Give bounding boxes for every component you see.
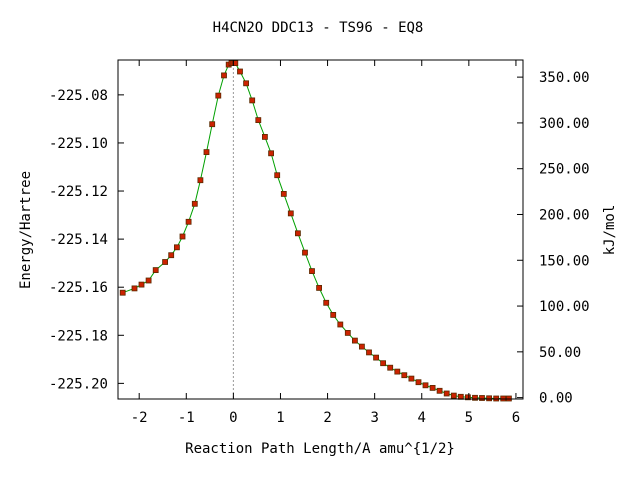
data-point (261, 133, 268, 140)
data-point (215, 92, 222, 99)
data-point (119, 289, 126, 296)
data-point (232, 60, 239, 66)
data-point (237, 68, 243, 75)
y2-tick-label: 150.00 (539, 253, 590, 269)
data-point (443, 390, 450, 397)
data-point (221, 72, 227, 79)
plot-area (119, 60, 512, 402)
data-point (191, 200, 198, 207)
data-point (380, 360, 387, 367)
x-tick-label: 4 (418, 410, 426, 426)
data-point (131, 285, 138, 292)
y2-tick-label: 350.00 (539, 70, 590, 86)
data-point (415, 379, 422, 386)
x-tick-label: -2 (131, 410, 148, 426)
energy-curve (122, 62, 509, 399)
x-tick-label: 2 (323, 410, 331, 426)
data-point (344, 329, 351, 336)
data-point (274, 172, 281, 179)
y-axis-left: -225.08 -225.10 -225.12 -225.14 -225.16 -225.… (49, 88, 124, 392)
data-point (408, 375, 415, 382)
x-tick-label: 3 (370, 410, 378, 426)
x-tick-label: -1 (178, 410, 195, 426)
y-tick-label: -225.20 (49, 376, 108, 392)
y2-tick-label: 50.00 (539, 345, 581, 361)
x-axis-title: Reaction Path Length/A amu^{1/2} (185, 441, 455, 457)
data-point (294, 230, 301, 237)
x-tick-label: 6 (512, 410, 520, 426)
data-point (302, 249, 308, 256)
data-point (185, 218, 192, 225)
data-point (464, 394, 471, 401)
data-point (422, 382, 429, 389)
data-point (330, 311, 337, 318)
data-point (387, 364, 394, 371)
y2-tick-label: 100.00 (539, 299, 590, 315)
x-tick-label: 5 (465, 410, 473, 426)
data-point (197, 177, 204, 184)
y-tick-label: -225.10 (49, 136, 108, 152)
x-tick-label: 1 (276, 410, 284, 426)
data-point (337, 321, 344, 328)
x-axis: -2 -1 0 1 2 3 4 5 6 (131, 60, 520, 426)
data-point (209, 121, 216, 128)
y-axis-title: Energy/Hartree (18, 171, 34, 289)
data-point (436, 387, 443, 394)
y-tick-label: -225.18 (49, 328, 108, 344)
data-point (472, 394, 478, 401)
data-point (401, 372, 408, 379)
data-point (394, 368, 401, 375)
data-point (152, 267, 159, 274)
data-point (479, 395, 485, 401)
y2-tick-label: 200.00 (539, 207, 590, 223)
data-point (179, 233, 186, 240)
data-point (173, 244, 180, 251)
data-point (138, 281, 145, 288)
data-point (351, 337, 358, 344)
data-point (203, 149, 210, 156)
data-point (168, 252, 175, 259)
y-tick-label: -225.08 (49, 88, 108, 104)
data-point (255, 117, 262, 123)
data-point (486, 395, 493, 402)
data-point (316, 284, 323, 291)
data-point (243, 80, 250, 87)
y-axis-right: 350.00 300.00 250.00 200.00 150.00 100.00 50.0… (517, 70, 590, 407)
data-point (450, 392, 457, 399)
y-tick-label: -225.12 (49, 184, 108, 200)
data-point (358, 343, 365, 350)
data-point (268, 150, 275, 157)
data-point (429, 384, 436, 391)
y-tick-label: -225.16 (49, 280, 108, 296)
data-point (309, 268, 315, 275)
y-tick-label: -225.14 (49, 232, 108, 248)
y2-tick-label: 300.00 (539, 116, 590, 132)
data-point (145, 277, 152, 284)
y2-tick-label: 0.00 (539, 391, 573, 407)
data-point (323, 299, 330, 306)
data-point (162, 259, 169, 265)
data-point (249, 97, 256, 104)
data-point (373, 354, 380, 361)
plot-frame (117, 59, 524, 400)
x-tick-label: 0 (229, 410, 237, 426)
data-point (287, 210, 294, 217)
chart-title: H4CN2O DDC13 - TS96 - EQ8 (213, 20, 424, 36)
data-point (366, 349, 372, 356)
y2-axis-title: kJ/mol (602, 205, 618, 256)
y2-tick-label: 250.00 (539, 162, 590, 178)
data-point (280, 190, 287, 197)
